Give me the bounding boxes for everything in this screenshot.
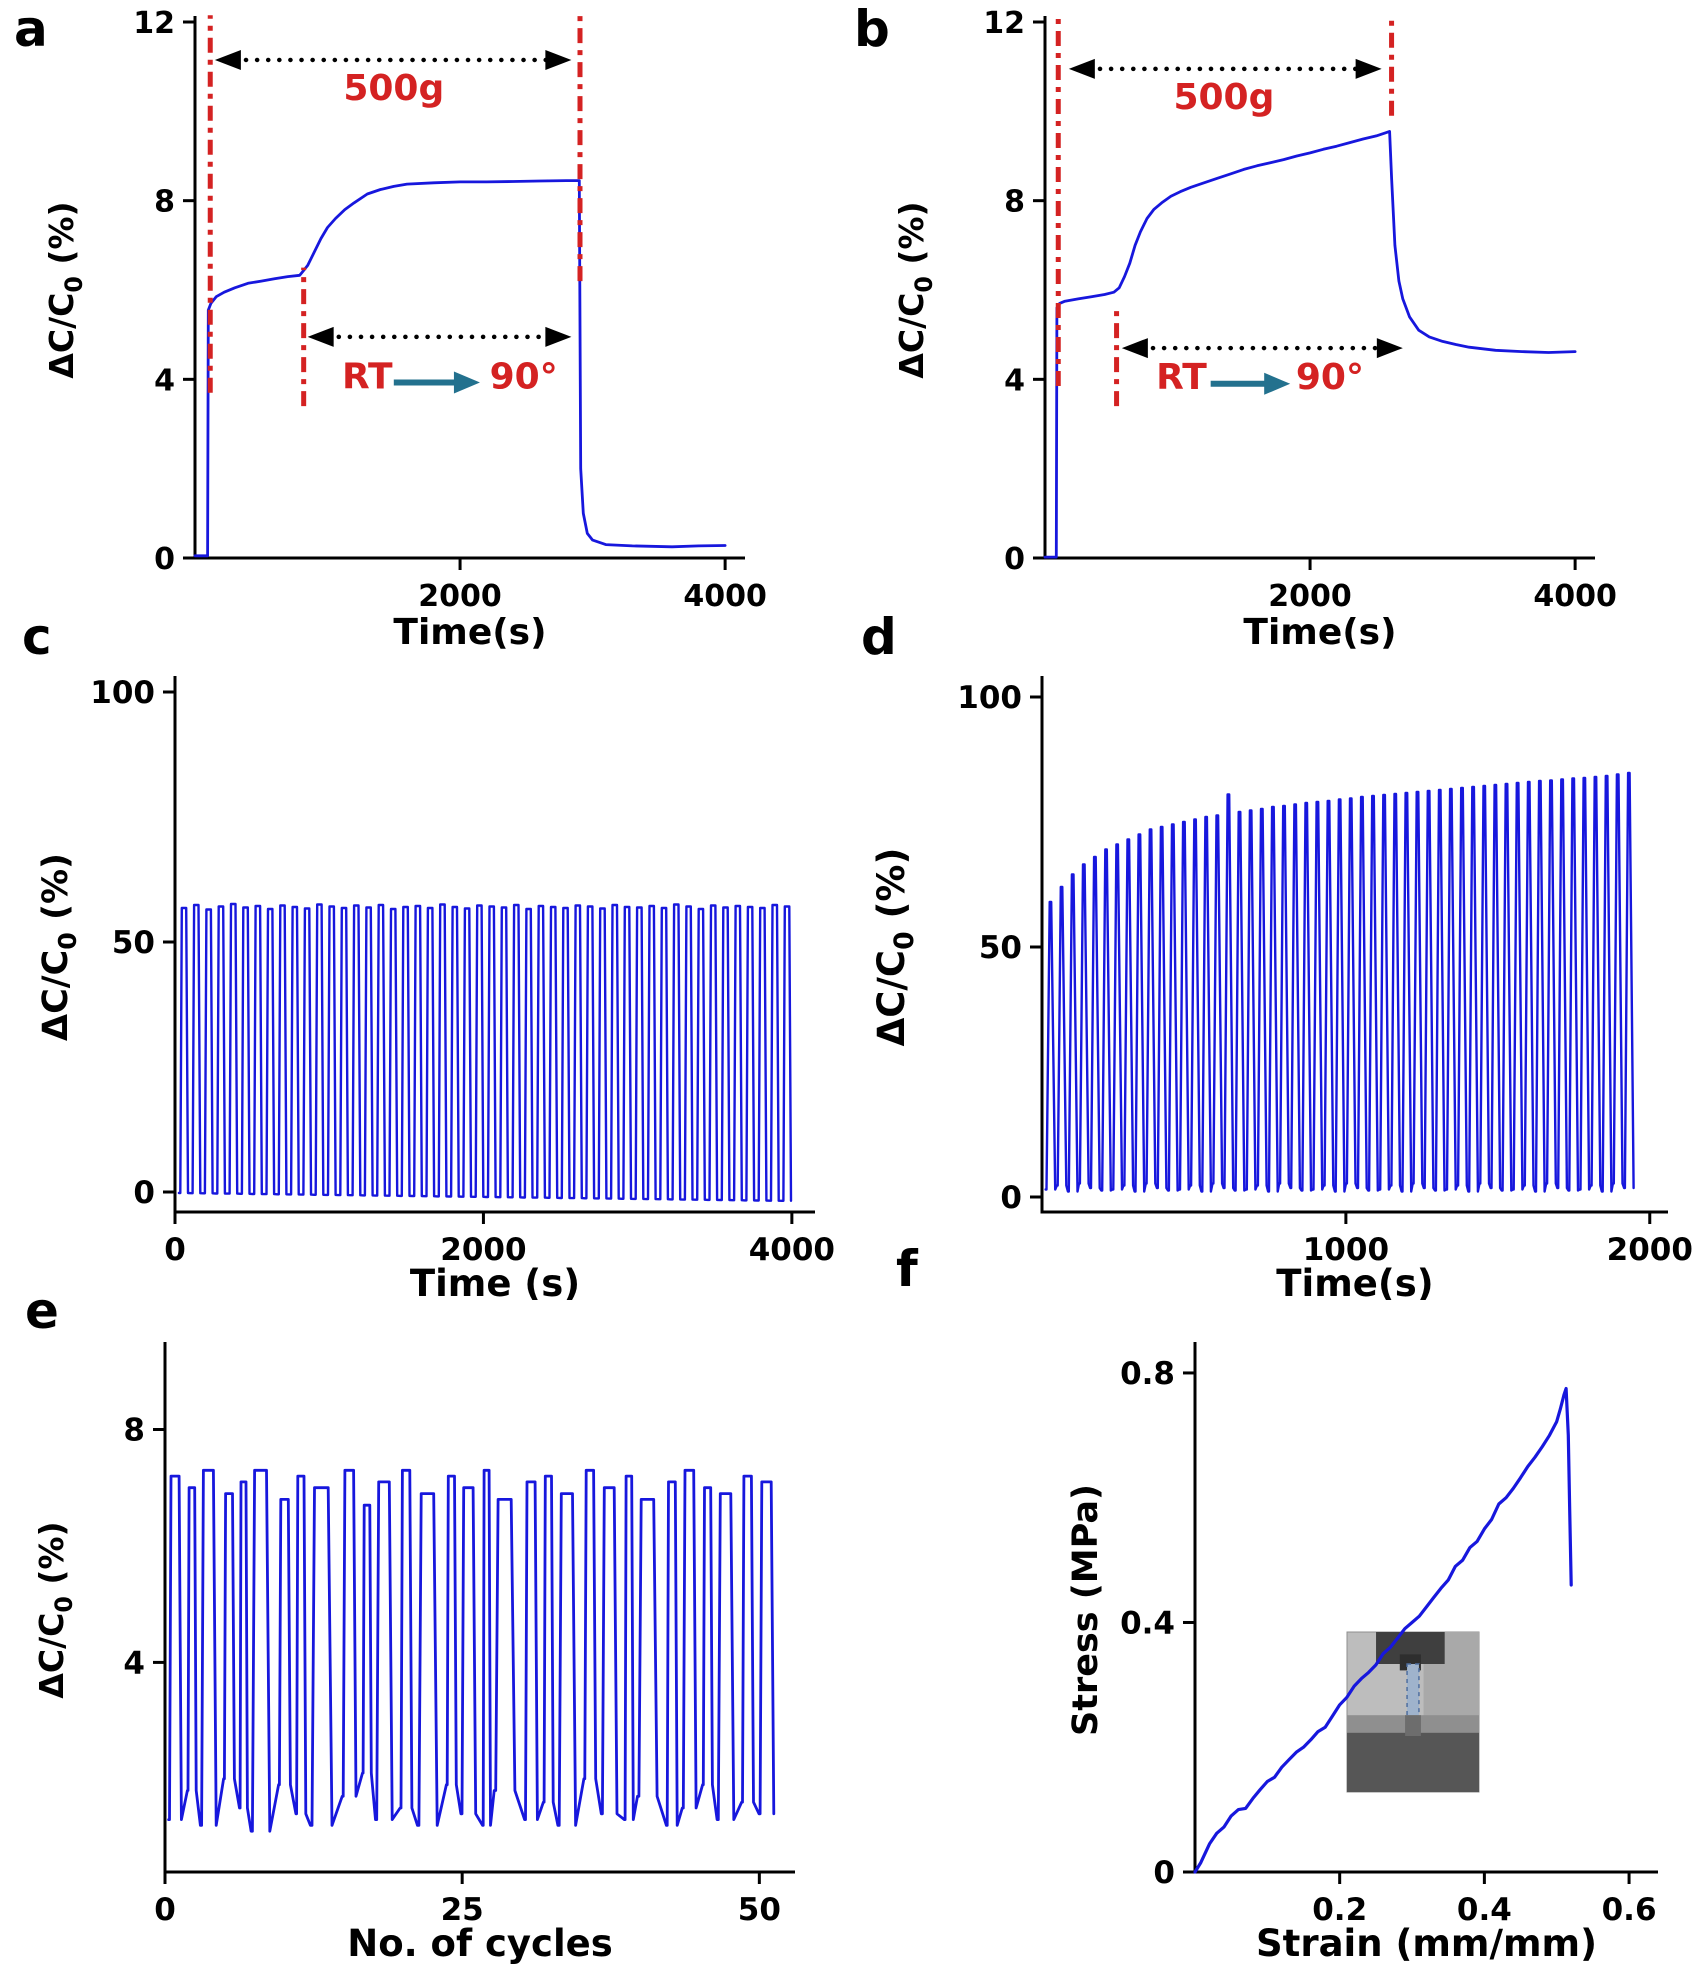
y-tick-label: 50: [112, 925, 155, 961]
arrowhead: [545, 326, 572, 347]
arrowhead: [453, 371, 480, 394]
y-tick-label: 100: [90, 675, 155, 711]
annotation-90°: 90°: [1296, 357, 1364, 398]
y-tick-label: 4: [123, 1645, 145, 1681]
panel-a-chart: 2000 4000 0 4 8 12 Time(s) ΔC/C0 (%) 500g RT 90°: [0, 0, 850, 660]
annotation-90°: 90°: [490, 356, 558, 397]
series-stress-strain: [1193, 1386, 1573, 1874]
y-tick-label: 0: [1004, 542, 1025, 577]
series-capacitance-response: [193, 179, 727, 558]
x-tick-label: 2000: [1607, 1232, 1693, 1268]
y-tick-label: 0.4: [1120, 1605, 1175, 1641]
y-axis-label: ΔC/C0 (%): [32, 1521, 78, 1698]
y-tick-label: 0.8: [1120, 1356, 1175, 1392]
y-tick-label: 8: [123, 1413, 145, 1449]
panel-b-chart: 2000 4000 0 4 8 12 Time(s) ΔC/C0 (%) 500g RT 90°: [850, 0, 1700, 660]
y-tick-label: 4: [154, 363, 175, 398]
panel-a-letter: a: [14, 0, 48, 58]
arrowhead: [545, 49, 572, 70]
annotation-500g: 500g: [1173, 77, 1274, 118]
panel-b-letter: b: [854, 0, 890, 58]
arrowhead: [1264, 372, 1291, 395]
y-tick-label: 12: [133, 6, 175, 41]
x-tick-label: 0.6: [1602, 1892, 1657, 1928]
x-tick-label: 0: [154, 1892, 176, 1928]
x-axis-label: Time (s): [410, 1262, 580, 1300]
y-tick-label: 0: [133, 1175, 155, 1211]
x-axis-label: No. of cycles: [347, 1922, 613, 1965]
arrowhead: [1355, 58, 1382, 79]
y-axis-label: ΔC/C0 (%): [42, 201, 88, 378]
y-axis-label: ΔC/C0 (%): [870, 848, 920, 1047]
series-capacitance-response: [1043, 130, 1577, 559]
y-axis-label: ΔC/C0 (%): [36, 853, 82, 1041]
panel-e-letter: e: [25, 1282, 59, 1340]
annotation-RT: RT: [1156, 357, 1207, 398]
arrowhead: [1068, 58, 1095, 79]
panel-d-chart: 1000 2000 0 50 100 Time(s) ΔC/C0 (%): [850, 660, 1700, 1300]
x-tick-label: 25: [441, 1892, 484, 1928]
arrowhead: [1376, 338, 1403, 359]
panel-d-letter: d: [861, 608, 897, 666]
y-tick-label: 8: [1004, 185, 1025, 220]
y-tick-label: 50: [979, 930, 1022, 966]
series-cyclic-response: [177, 902, 793, 1202]
x-tick-label: 2000: [440, 1232, 526, 1268]
tensile-tester-with-specimen: [1346, 1631, 1480, 1793]
x-tick-label: 0.4: [1457, 1892, 1512, 1928]
y-tick-label: 8: [154, 185, 175, 220]
x-tick-label: 2000: [1268, 579, 1352, 614]
arrowhead: [307, 326, 334, 347]
y-tick-label: 100: [957, 680, 1022, 716]
arrowhead: [214, 49, 241, 70]
x-axis-label: Time(s): [393, 612, 546, 653]
x-tick-label: 1000: [1303, 1232, 1389, 1268]
x-axis-label: Time(s): [1276, 1262, 1433, 1300]
y-tick-label: 12: [983, 6, 1025, 41]
x-tick-label: 0: [164, 1232, 186, 1268]
panel-e-chart: 0 25 50 4 8 No. of cycles ΔC/C0 (%): [0, 1300, 850, 1966]
y-tick-label: 0: [1000, 1180, 1022, 1216]
panel-c-letter: c: [22, 608, 52, 666]
series-cycle-stability: [167, 1468, 776, 1833]
x-tick-label: 4000: [1533, 579, 1617, 614]
arrowhead: [1121, 338, 1148, 359]
annotation-RT: RT: [342, 356, 393, 397]
y-tick-label: 0: [1153, 1855, 1175, 1891]
panel-f-chart: 0.2 0.4 0.6 0 0.4 0.8 Strain (mm/mm) Stress (MP…: [850, 1300, 1700, 1966]
y-tick-label: 4: [1004, 363, 1025, 398]
x-tick-label: 0.2: [1312, 1892, 1367, 1928]
x-tick-label: 2000: [418, 579, 502, 614]
x-axis-label: Time(s): [1243, 612, 1396, 653]
x-tick-label: 4000: [749, 1232, 835, 1268]
annotation-500g: 500g: [343, 68, 444, 109]
y-axis-label: Stress (MPa): [1066, 1484, 1106, 1736]
panel-c-chart: 0 2000 4000 0 50 100 Time (s) ΔC/C0 (%): [0, 660, 850, 1300]
x-tick-label: 4000: [683, 579, 767, 614]
y-axis-label: ΔC/C0 (%): [892, 201, 938, 378]
x-tick-label: 50: [738, 1892, 781, 1928]
panel-f-letter: f: [896, 1240, 918, 1298]
x-axis-label: Strain (mm/mm): [1256, 1922, 1597, 1965]
y-tick-label: 0: [154, 542, 175, 577]
series-cyclic-response: [1044, 771, 1635, 1193]
